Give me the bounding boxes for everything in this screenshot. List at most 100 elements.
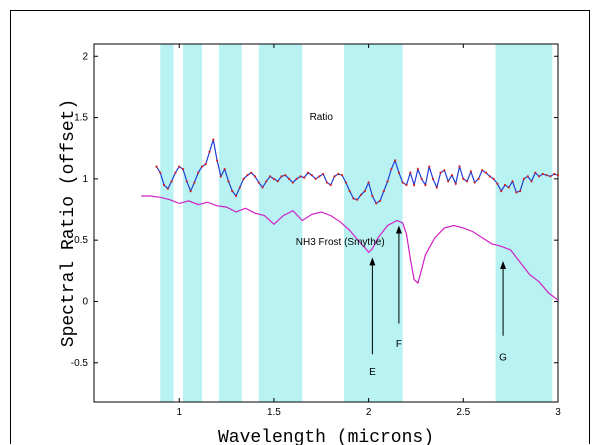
series-point (250, 171, 253, 174)
x-tick-label: 2 (366, 407, 372, 418)
arrow-head-F (395, 225, 402, 234)
series-point (344, 181, 347, 184)
series-point (405, 183, 408, 187)
y-axis-label: Spectral Ratio (offset) (59, 99, 79, 347)
annotation-1: NH3 Frost (Smythe) (296, 237, 385, 248)
series-point (276, 180, 279, 183)
series-point (212, 138, 215, 141)
series-point (382, 190, 385, 193)
series-point (200, 165, 204, 168)
series-point (367, 181, 370, 184)
series-point (333, 175, 336, 178)
series-point (216, 159, 219, 162)
y-tick-label: 1.5 (74, 113, 88, 124)
series-point (363, 190, 366, 193)
series-point (439, 171, 442, 174)
series-point (450, 174, 454, 177)
series-point (193, 181, 196, 184)
x-axis-label: Wavelength (microns) (218, 428, 434, 445)
feature-arrows: E F G (369, 225, 507, 378)
series-point (306, 171, 310, 174)
series-point (401, 181, 404, 184)
band-2 (218, 44, 242, 402)
series-point (287, 177, 291, 180)
series-point (424, 183, 427, 187)
series-point (462, 177, 465, 180)
band-4 (343, 44, 403, 402)
series-point (534, 171, 537, 174)
y-tick-label: 1 (82, 174, 88, 185)
series-point (416, 167, 419, 171)
series-point (162, 183, 166, 187)
series-point (412, 183, 416, 187)
series-point (378, 199, 382, 203)
series-point (272, 177, 276, 180)
series-point (428, 165, 431, 168)
series-point (511, 180, 514, 183)
series-point (545, 174, 548, 177)
arrow-label-E: E (369, 367, 376, 378)
series-point (269, 175, 272, 178)
series-point (291, 181, 294, 184)
axis-ticks: 1 1.5 2 2.5 3 -0.5 0 0.5 1 1.5 2 (71, 44, 561, 418)
y-tick-label: 0.5 (74, 235, 88, 246)
x-tick-label: 1 (176, 407, 182, 418)
series-point (458, 165, 461, 168)
series-point (174, 171, 177, 174)
series-point (556, 174, 560, 177)
series-point (500, 190, 503, 193)
series-point (265, 180, 268, 183)
series-point (465, 180, 469, 183)
arrow-head-E (369, 257, 376, 266)
series-point (454, 182, 457, 185)
series-point (375, 202, 378, 205)
series-point (166, 187, 169, 190)
series-point (526, 175, 529, 178)
series-point (227, 180, 230, 183)
series-point (473, 181, 476, 184)
series-point (541, 172, 544, 176)
x-tick-label: 3 (555, 407, 561, 418)
series-point (477, 177, 480, 180)
series-point (390, 167, 393, 171)
y-tick-label: -0.5 (71, 358, 89, 369)
series-point (295, 177, 298, 180)
series-point (537, 175, 541, 178)
series-point (185, 180, 188, 183)
series-point (208, 150, 211, 153)
x-tick-label: 1.5 (267, 407, 281, 418)
series-point (155, 165, 158, 168)
band-3 (258, 44, 303, 402)
series-point (242, 177, 245, 180)
band-1 (183, 44, 202, 402)
series-point (170, 180, 173, 183)
series-point (397, 171, 401, 174)
series-point (189, 190, 192, 193)
series-point (522, 177, 526, 180)
series-point (303, 176, 306, 179)
series-point (435, 186, 438, 189)
series-point (420, 177, 423, 180)
series-point (409, 171, 412, 174)
series-point (238, 186, 241, 189)
series-point (519, 190, 522, 193)
series-point (280, 175, 283, 178)
arrow-label-G: G (499, 352, 507, 363)
series-point (159, 171, 162, 174)
series-point (496, 182, 499, 185)
series-point (197, 171, 200, 174)
series-point (356, 198, 359, 201)
series-point (484, 171, 488, 174)
series-point (549, 175, 552, 178)
series-point (246, 174, 249, 177)
spectral-chart: 1 1.5 2 2.5 3 -0.5 0 0.5 1 1.5 2 E F G Ratio NH3 Fros… (59, 43, 561, 445)
series-point (431, 177, 435, 180)
series-point (325, 181, 329, 184)
series-point (340, 174, 344, 177)
series-point (386, 180, 389, 183)
series-lines (141, 138, 560, 301)
series-point (234, 194, 238, 198)
band-0 (160, 44, 174, 402)
series-point (257, 181, 260, 184)
arrow-head-G (500, 261, 507, 270)
